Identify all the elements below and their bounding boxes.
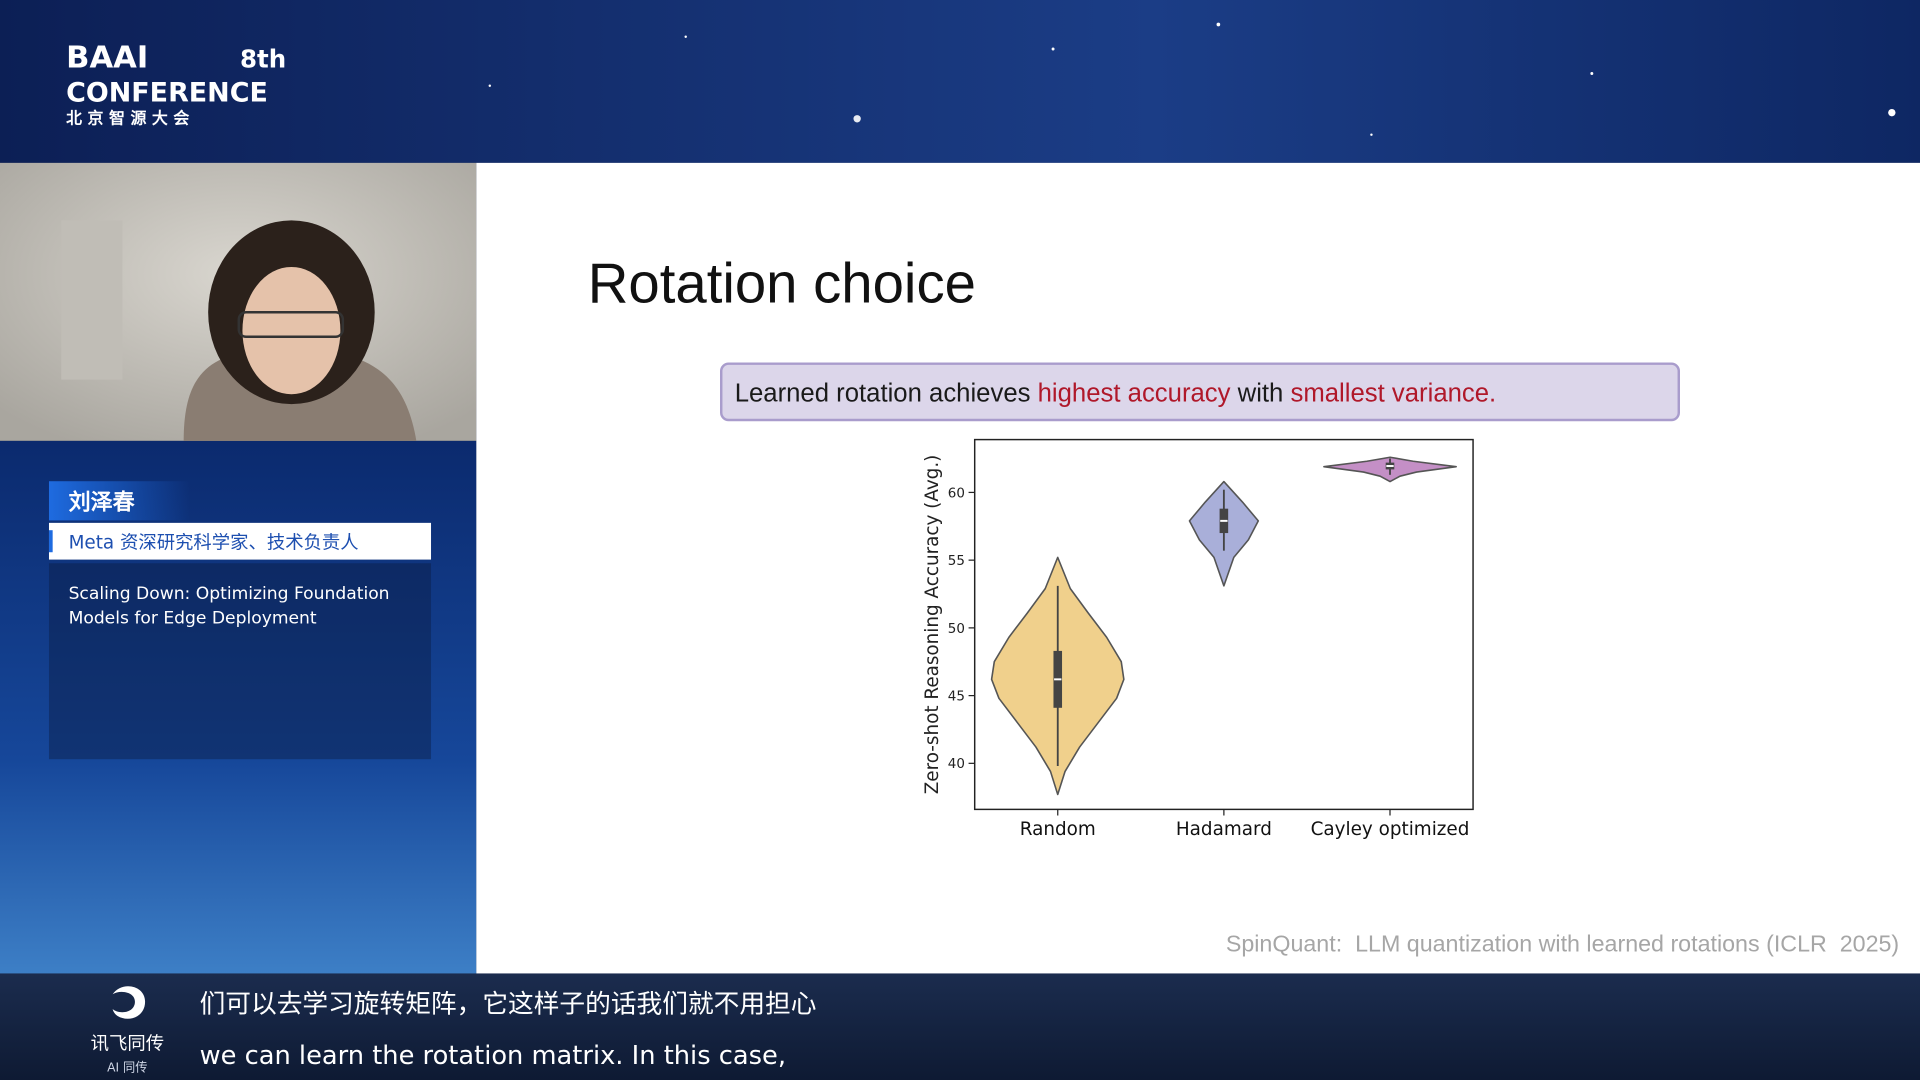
x-tick-label: Random xyxy=(1020,819,1096,840)
banner xyxy=(0,0,1920,163)
violin-chart: 40 45 50 55 60 Zero-shot Reasoning Accuracy (… xyxy=(922,438,1474,840)
logo: BAAI xyxy=(66,40,148,75)
y-axis-label: Zero-shot Reasoning Accuracy (Avg.) xyxy=(922,455,943,795)
x-tick-label: Cayley optimized xyxy=(1311,819,1470,840)
callout-segment: smallest variance. xyxy=(1291,380,1497,408)
speaker-name: 刘泽春 xyxy=(69,489,136,515)
callout-segment: Learned rotation achieves xyxy=(735,380,1038,408)
edition: 8th xyxy=(240,44,286,73)
brand-icon xyxy=(112,986,146,1019)
y-tick-label: 40 xyxy=(948,757,965,772)
callout-box xyxy=(720,362,1680,422)
callout-segment: with xyxy=(1231,380,1291,408)
slide-title: Rotation choice xyxy=(588,251,976,314)
talk-title: Scaling Down: Optimizing Foundation xyxy=(69,584,390,604)
role-tag xyxy=(48,522,432,560)
speaker-video xyxy=(61,220,417,441)
talk-box xyxy=(48,563,432,760)
y-tick-label: 55 xyxy=(948,554,965,569)
speaker-role: Meta 资深研究科学家、技术负责人 xyxy=(69,533,359,554)
caption-zh: 们可以去学习旋转矩阵，它这样子的话我们就不用担心 xyxy=(200,990,817,1020)
y-tick-label: 45 xyxy=(948,690,965,705)
talk-title: Models for Edge Deployment xyxy=(69,608,317,628)
slide xyxy=(476,162,1920,974)
brand-sub: AI 同传 xyxy=(107,1059,147,1074)
brand: 讯飞同传 xyxy=(91,1033,164,1054)
stars xyxy=(488,22,1896,136)
x-tick-label: Hadamard xyxy=(1176,819,1272,840)
citation: SpinQuant: LLM quantization with learned… xyxy=(1226,930,1899,956)
y-tick-label: 50 xyxy=(948,622,965,637)
callout: Learned rotation achieves highest accura… xyxy=(735,380,1497,408)
y-tick-label: 60 xyxy=(948,486,965,501)
role-accent xyxy=(48,530,53,553)
caption-bar xyxy=(0,973,1920,1080)
conference: CONFERENCE xyxy=(66,78,268,109)
conference-subtitle: 北 京 智 源 大 会 xyxy=(66,109,189,128)
name-tag xyxy=(48,481,190,521)
caption-en: we can learn the rotation matrix. In thi… xyxy=(200,1041,786,1071)
callout-segment: highest accuracy xyxy=(1038,380,1231,408)
